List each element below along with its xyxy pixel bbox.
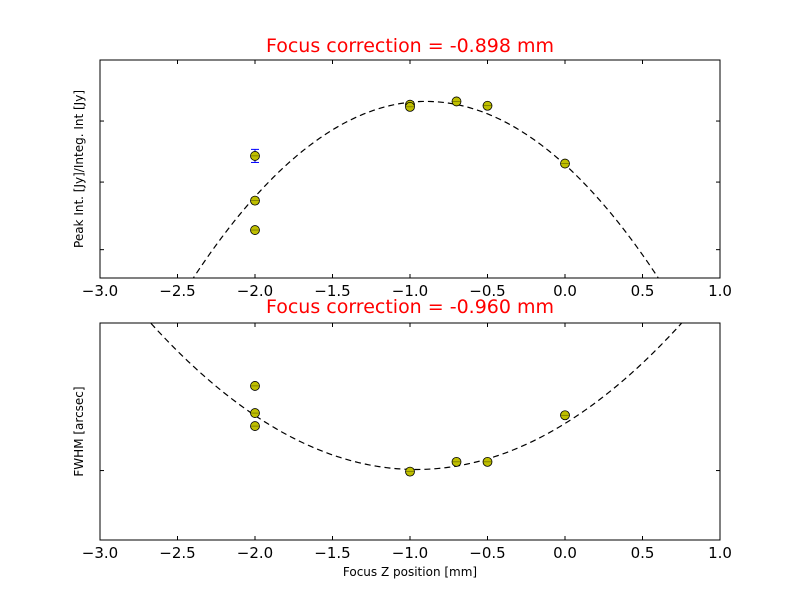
x-tick-label: −0.5 — [469, 544, 505, 562]
x-tick-label: −1.5 — [314, 544, 350, 562]
x-tick-label: 0.0 — [553, 282, 577, 300]
chart-panel-1: Focus correction = -0.898 mm −3.0 −2.5 −2.0… — [72, 35, 732, 300]
y-axis-label: Peak Int. [Jy]/Integ. Int [Jy] — [72, 90, 86, 248]
x-tick-label: −3.0 — [82, 544, 118, 562]
x-tick-label: 1.0 — [708, 282, 732, 300]
chart-title: Focus correction = -0.898 mm — [266, 35, 554, 57]
x-tick-label: −2.5 — [159, 282, 195, 300]
x-tick-label: 0.5 — [631, 544, 655, 562]
axes-frame — [99, 322, 721, 541]
x-tick-label: −1.0 — [392, 282, 428, 300]
x-tick-label: −0.5 — [469, 282, 505, 300]
x-tick-label: −1.5 — [314, 282, 350, 300]
x-tick-label: −2.0 — [237, 282, 273, 300]
x-tick-label: 1.0 — [708, 544, 732, 562]
x-tick-label: −1.0 — [392, 544, 428, 562]
x-axis-label: Focus Z position [mm] — [343, 565, 477, 579]
x-tick-label: 0.0 — [553, 544, 577, 562]
chart-title: Focus correction = -0.960 mm — [266, 296, 554, 318]
x-tick-label: −3.0 — [82, 282, 118, 300]
x-tick-label: −2.5 — [159, 544, 195, 562]
x-tick-label: 0.5 — [631, 282, 655, 300]
chart-panel-2: Focus correction = -0.960 mm −3.0 −2.5 −2.0… — [72, 296, 732, 579]
y-axis-label: FWHM [arcsec] — [72, 386, 86, 476]
axes-frame — [99, 59, 721, 279]
x-tick-label: −2.0 — [237, 544, 273, 562]
